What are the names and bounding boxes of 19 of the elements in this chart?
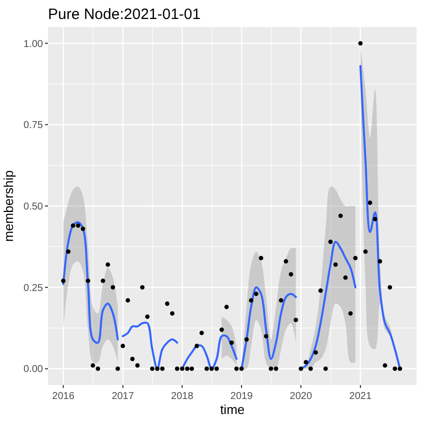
line-series <box>181 334 238 370</box>
x-axis-title: time <box>220 402 245 417</box>
line-series <box>240 286 297 370</box>
y-tick-label: 1.00 <box>24 38 44 50</box>
y-axis-title: membership <box>1 170 16 242</box>
line-series <box>122 322 178 370</box>
y-tick-label: 0.50 <box>24 202 44 212</box>
y-tick-label: 0.25 <box>24 282 44 294</box>
line-series <box>300 240 356 370</box>
y-tick-label: 0.00 <box>24 364 44 376</box>
x-tick-label: 2017 <box>112 391 134 402</box>
x-tick-label: 2019 <box>230 391 254 402</box>
y-tick-label: 0.75 <box>24 120 44 132</box>
line-series <box>62 221 119 344</box>
x-tick-label: 2021 <box>349 391 372 402</box>
x-tick-label: 2016 <box>52 391 75 402</box>
x-tick-label: 2018 <box>171 391 194 402</box>
chart-title: Pure Node:2021-01-01 <box>48 6 201 23</box>
x-tick-label: 2020 <box>290 391 312 402</box>
